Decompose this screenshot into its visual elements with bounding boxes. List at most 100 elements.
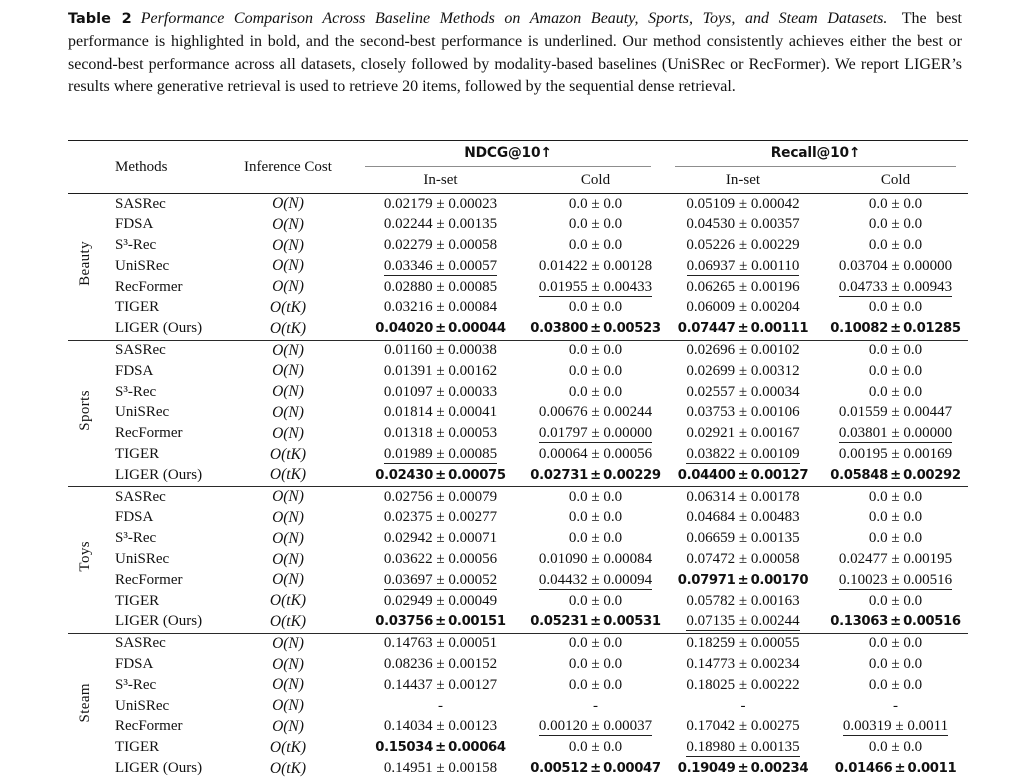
metric-value: 0.04684 ± 0.00483 — [686, 509, 800, 526]
metric-cell: 0.03346 ± 0.00057 — [353, 256, 528, 277]
metric-cell: 0.02375 ± 0.00277 — [353, 508, 528, 529]
inference-cost-cell: O(N) — [223, 675, 353, 696]
metric-cell: 0.07447 ± 0.00111 — [663, 319, 823, 340]
metric-cell: 0.07135 ± 0.00244 — [663, 612, 823, 633]
table-row: LIGER (Ours) O(tK) 0.14951 ± 0.00158 0.0051… — [68, 759, 968, 777]
metric-value: 0.02880 ± 0.00085 — [383, 278, 498, 295]
metric-value-second-best: 0.07135 ± 0.00244 — [686, 613, 800, 632]
metric-cell: 0.0 ± 0.0 — [823, 655, 968, 676]
metric-cell: 0.14773 ± 0.00234 — [663, 655, 823, 676]
method-cell: RecFormer — [115, 718, 183, 735]
metric-value: 0.0 ± 0.0 — [868, 216, 923, 233]
metric-value: 0.0 ± 0.0 — [868, 383, 923, 400]
metric-cell: 0.02557 ± 0.00034 — [663, 382, 823, 403]
metric-cell: 0.0 ± 0.0 — [823, 508, 968, 529]
inference-cost-cell: O(tK) — [223, 759, 353, 777]
metric-value: 0.06659 ± 0.00135 — [686, 530, 800, 547]
inference-cost-value: O(N) — [272, 362, 304, 380]
metric-cell: 0.02699 ± 0.00312 — [663, 361, 823, 382]
metric-cell: 0.0 ± 0.0 — [823, 361, 968, 382]
metric-cell: 0.02756 ± 0.00079 — [353, 487, 528, 508]
dataset-group-beauty: Beauty SASRec O(N) 0.02179 ± 0.00023 0.0 ± 0… — [68, 194, 968, 341]
table-row: RecFormer O(N) 0.03697 ± 0.00052 0.04432 ± … — [68, 570, 968, 591]
metric-cell: 0.00120 ± 0.00037 — [528, 717, 663, 738]
method-cell: LIGER (Ours) — [115, 760, 203, 777]
metric-cell: 0.15034 ± 0.00064 — [353, 738, 528, 759]
method-cell: UniSRec — [115, 404, 170, 421]
table-row: S³-Rec O(N) 0.01097 ± 0.00033 0.0 ± 0.0 0.02… — [68, 382, 968, 403]
metric-cell: 0.03756 ± 0.00151 — [353, 612, 528, 633]
inference-cost-cell: O(N) — [223, 403, 353, 424]
inference-cost-value: O(tK) — [269, 592, 307, 610]
metric-cell: 0.04530 ± 0.00357 — [663, 215, 823, 236]
caption-body: The best performance is highlighted in b… — [68, 10, 962, 96]
table-row: FDSA O(N) 0.02244 ± 0.00135 0.0 ± 0.0 0.0453… — [68, 215, 968, 236]
metric-cell: 0.06937 ± 0.00110 — [663, 256, 823, 277]
metric-value: 0.02477 ± 0.00195 — [838, 551, 953, 568]
metric-cell: 0.0 ± 0.0 — [528, 236, 663, 257]
metric-cell: - — [823, 696, 968, 717]
metric-value-best: 0.02430 ± 0.00075 — [375, 467, 506, 483]
table-row: TIGER O(tK) 0.15034 ± 0.00064 0.0 ± 0.0 0.18… — [68, 738, 968, 759]
dataset-label: Beauty — [68, 194, 103, 341]
col-header-ndcg-cold: Cold — [580, 171, 611, 188]
metric-value: 0.02279 ± 0.00058 — [383, 237, 498, 254]
inference-cost-cell: O(N) — [223, 256, 353, 277]
metric-cell: 0.04020 ± 0.00044 — [353, 319, 528, 340]
table-row: UniSRec O(N) 0.01814 ± 0.00041 0.00676 ± 0.… — [68, 403, 968, 424]
metric-value: - — [593, 697, 598, 714]
metric-cell: 0.02880 ± 0.00085 — [353, 277, 528, 298]
metric-value: 0.04530 ± 0.00357 — [686, 216, 800, 233]
metric-cell: 0.06265 ± 0.00196 — [663, 277, 823, 298]
metric-cell: 0.0 ± 0.0 — [528, 633, 663, 654]
method-cell: SASRec — [115, 488, 166, 505]
metric-cell: 0.01422 ± 0.00128 — [528, 256, 663, 277]
table-row: TIGER O(tK) 0.02949 ± 0.00049 0.0 ± 0.0 0.05… — [68, 591, 968, 612]
metric-value: 0.0 ± 0.0 — [568, 530, 623, 547]
metric-cell: 0.03622 ± 0.00056 — [353, 550, 528, 571]
method-cell: TIGER — [115, 299, 160, 316]
inference-cost-cell: O(N) — [223, 655, 353, 676]
metric-cell: 0.05782 ± 0.00163 — [663, 591, 823, 612]
metric-value: 0.0 ± 0.0 — [568, 362, 623, 379]
metric-cell: 0.02179 ± 0.00023 — [353, 194, 528, 215]
dataset-group-sports: Sports SASRec O(N) 0.01160 ± 0.00038 0.0 ± 0… — [68, 340, 968, 487]
metric-cell: 0.10082 ± 0.01285 — [823, 319, 968, 340]
metric-cell: 0.0 ± 0.0 — [528, 340, 663, 361]
inference-cost-cell: O(N) — [223, 361, 353, 382]
metric-value-second-best: 0.03822 ± 0.00109 — [686, 446, 800, 465]
dataset-group-steam: Steam SASRec O(N) 0.14763 ± 0.00051 0.0 ± 0.… — [68, 633, 968, 777]
metric-value: 0.02557 ± 0.00034 — [686, 383, 800, 400]
dataset-label-text: Sports — [76, 389, 93, 431]
metric-value: 0.0 ± 0.0 — [868, 488, 923, 505]
metric-value: 0.0 ± 0.0 — [868, 299, 923, 316]
col-header-ndcg: NDCG@10↑ — [353, 141, 663, 167]
method-cell: RecFormer — [115, 278, 183, 295]
metric-cell: 0.14034 ± 0.00123 — [353, 717, 528, 738]
inference-cost-value: O(N) — [272, 341, 304, 359]
inference-cost-value: O(N) — [272, 676, 304, 694]
inference-cost-value: O(tK) — [269, 759, 307, 777]
metric-value-second-best: 0.14951 ± 0.00158 — [383, 760, 498, 777]
metric-value-best: 0.03756 ± 0.00151 — [375, 614, 506, 630]
metric-value: 0.01391 ± 0.00162 — [383, 362, 498, 379]
inference-cost-cell: O(tK) — [223, 465, 353, 486]
caption-title: Performance Comparison Across Baseline M… — [140, 10, 888, 27]
metric-cell: 0.03753 ± 0.00106 — [663, 403, 823, 424]
metric-value: 0.0 ± 0.0 — [868, 530, 923, 547]
col-header-recall: Recall@10↑ — [663, 141, 968, 167]
metric-value-second-best: 0.03346 ± 0.00057 — [383, 257, 498, 276]
metric-value-best: 0.13063 ± 0.00516 — [830, 614, 961, 630]
metric-cell: 0.03800 ± 0.00523 — [528, 319, 663, 340]
col-header-inference-cost: Inference Cost — [244, 158, 332, 175]
metric-cell: 0.04432 ± 0.00094 — [528, 570, 663, 591]
metric-value-second-best: 0.03801 ± 0.00000 — [838, 425, 953, 444]
inference-cost-cell: O(N) — [223, 236, 353, 257]
col-header-recall-cold: Cold — [880, 171, 911, 188]
metric-cell: 0.01814 ± 0.00041 — [353, 403, 528, 424]
metric-value: 0.00195 ± 0.00169 — [838, 446, 953, 463]
inference-cost-value: O(tK) — [269, 298, 307, 316]
metric-value: 0.01090 ± 0.00084 — [538, 551, 653, 568]
table-row: LIGER (Ours) O(tK) 0.03756 ± 0.00151 0.0523… — [68, 612, 968, 633]
metric-value-second-best: 0.01989 ± 0.00085 — [383, 446, 498, 465]
